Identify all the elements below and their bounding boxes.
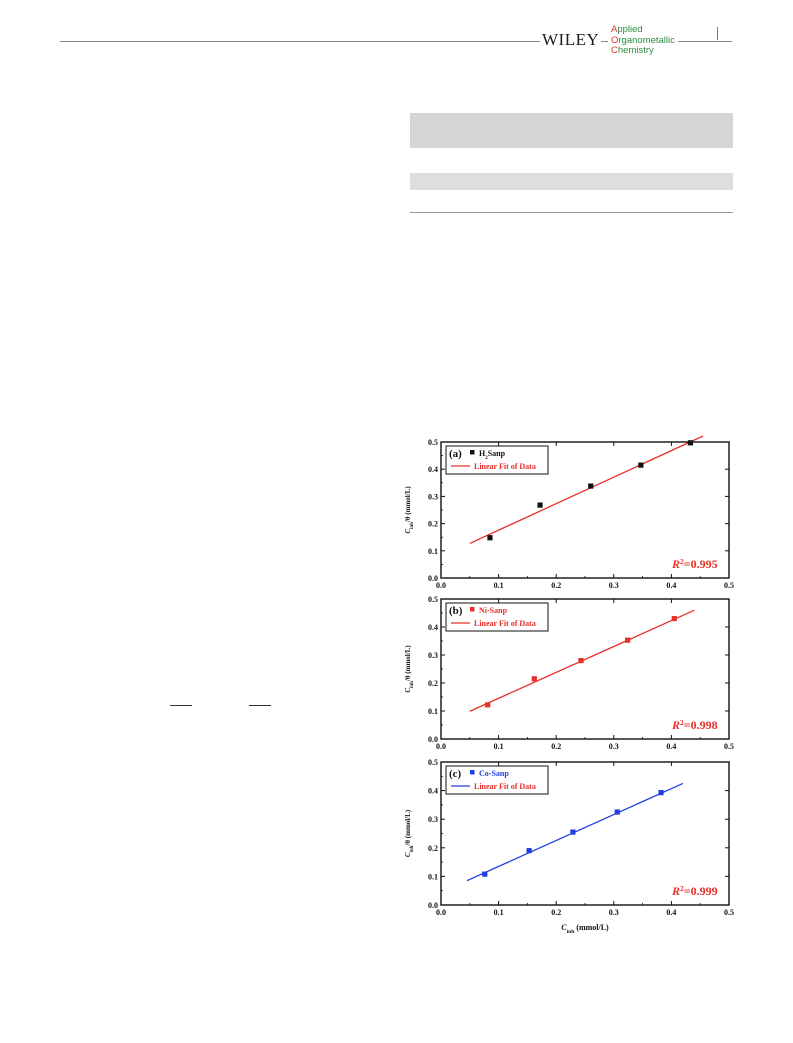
legend-label-fit: Linear Fit of Data: [474, 619, 536, 628]
chart-panel-1: 0.0 0.1 0.2 0.3 0.4 0.5 0.0 0.1 0.2 0.3 0.4 0.5 (a) H…: [404, 435, 734, 590]
data-point: [687, 440, 694, 446]
y-tick-label: 0.4: [428, 787, 438, 796]
data-point: [537, 502, 543, 508]
legend-label-fit: Linear Fit of Data: [474, 462, 536, 471]
x-tick-label: 0.0: [436, 581, 446, 590]
x-tick-label: 0.1: [494, 742, 504, 751]
data-point: [485, 702, 491, 708]
y-tick-label: 0.3: [428, 815, 438, 824]
data-point: [482, 871, 488, 877]
legend-box: [445, 445, 549, 475]
legend-label-series: H2Sanp: [479, 449, 506, 461]
x-tick-label: 0.0: [436, 908, 446, 917]
x-tick-label: 0.5: [724, 742, 734, 751]
legend-marker: [470, 770, 475, 775]
x-tick-label: 0.2: [551, 908, 561, 917]
x-tick-label: 0.5: [724, 581, 734, 590]
x-tick-label: 0.0: [436, 742, 446, 751]
r-squared-annotation: R2=0.999: [671, 884, 718, 899]
chart-panel-3: 0.0 0.1 0.2 0.3 0.4 0.5 0.0 0.1 0.2 0.3 0.4 0.5 (c) C…: [404, 758, 734, 917]
x-tick-label: 0.4: [666, 581, 676, 590]
journal-line-2: Organometallic: [611, 34, 675, 46]
publisher-logo: WILEY: [540, 30, 602, 50]
y-tick-label: 0.5: [428, 758, 438, 767]
y-axis-label: Cinh/θ (mmol/L): [404, 486, 415, 534]
equation-fraction-bar: [249, 705, 271, 706]
data-point: [625, 637, 631, 643]
y-axis-label: Cinh/θ (mmol/L): [404, 645, 415, 693]
legend-marker: [470, 607, 475, 612]
y-tick-label: 0.2: [428, 520, 438, 529]
table-header-band: [410, 173, 733, 190]
r-squared-annotation: R2=0.998: [671, 718, 718, 733]
r-squared-annotation: R2=0.995: [671, 557, 718, 572]
x-tick-label: 0.3: [609, 908, 619, 917]
y-tick-label: 0.1: [428, 547, 438, 556]
y-tick-label: 0.3: [428, 651, 438, 660]
x-tick-label: 0.1: [494, 908, 504, 917]
data-point: [526, 848, 532, 854]
data-point: [671, 616, 677, 622]
page-number-divider: [717, 27, 718, 40]
legend-label-fit: Linear Fit of Data: [474, 782, 536, 791]
data-point: [487, 535, 493, 541]
x-tick-label: 0.3: [609, 581, 619, 590]
data-point: [588, 483, 594, 489]
chart-panel-2: 0.0 0.1 0.2 0.3 0.4 0.5 0.0 0.1 0.2 0.3 0.4 0.5 (b) N…: [404, 595, 734, 751]
y-tick-label: 0.2: [428, 679, 438, 688]
header-rule: [60, 41, 732, 42]
journal-name: Applied Organometallic Chemistry: [608, 24, 678, 57]
panel-label: (c): [449, 768, 462, 780]
fit-line: [469, 435, 704, 545]
x-tick-label: 0.2: [551, 581, 561, 590]
data-point: [531, 676, 537, 682]
journal-line-1: Applied: [611, 24, 643, 35]
x-tick-label: 0.3: [609, 742, 619, 751]
x-axis-label: Cinh (mmol/L): [561, 923, 609, 935]
y-tick-label: 0.4: [428, 465, 438, 474]
y-tick-label: 0.5: [428, 595, 438, 604]
legend-box: [445, 602, 549, 632]
y-tick-label: 0.1: [428, 707, 438, 716]
table-caption-band: [410, 113, 733, 148]
y-tick-label: 0.0: [428, 735, 438, 744]
y-tick-label: 0.0: [428, 901, 438, 910]
table-bottom-rule: [410, 212, 733, 213]
y-tick-label: 0.2: [428, 844, 438, 853]
legend-label-series: Ni-Sanp: [479, 606, 508, 615]
data-point: [614, 809, 620, 815]
x-tick-label: 0.4: [666, 742, 676, 751]
data-point: [638, 462, 644, 468]
data-point: [578, 658, 584, 664]
legend-marker: [470, 450, 475, 455]
equation-fraction-bar: [170, 705, 192, 706]
legend-box: [445, 765, 549, 795]
data-point: [570, 829, 576, 835]
x-tick-label: 0.5: [724, 908, 734, 917]
y-tick-label: 0.1: [428, 872, 438, 881]
y-tick-label: 0.4: [428, 623, 438, 632]
panel-label: (b): [449, 605, 463, 617]
y-axis-label: Cinh/θ (mmol/L): [404, 809, 415, 857]
y-tick-label: 0.3: [428, 492, 438, 501]
figure-canvas: 0.0 0.1 0.2 0.3 0.4 0.5 0.0 0.1 0.2 0.3 0.4 0.5 (a) H…: [404, 435, 734, 935]
x-tick-label: 0.1: [494, 581, 504, 590]
panel-label: (a): [449, 448, 462, 460]
y-tick-label: 0.0: [428, 574, 438, 583]
legend-label-series: Co-Sanp: [479, 769, 509, 778]
journal-line-3: Chemistry: [611, 45, 654, 56]
y-tick-label: 0.5: [428, 438, 438, 447]
x-tick-label: 0.4: [666, 908, 676, 917]
x-tick-label: 0.2: [551, 742, 561, 751]
data-point: [658, 790, 664, 796]
figure-adsorption-isotherms: 0.0 0.1 0.2 0.3 0.4 0.5 0.0 0.1 0.2 0.3 0.4 0.5 (a) H…: [400, 428, 740, 943]
